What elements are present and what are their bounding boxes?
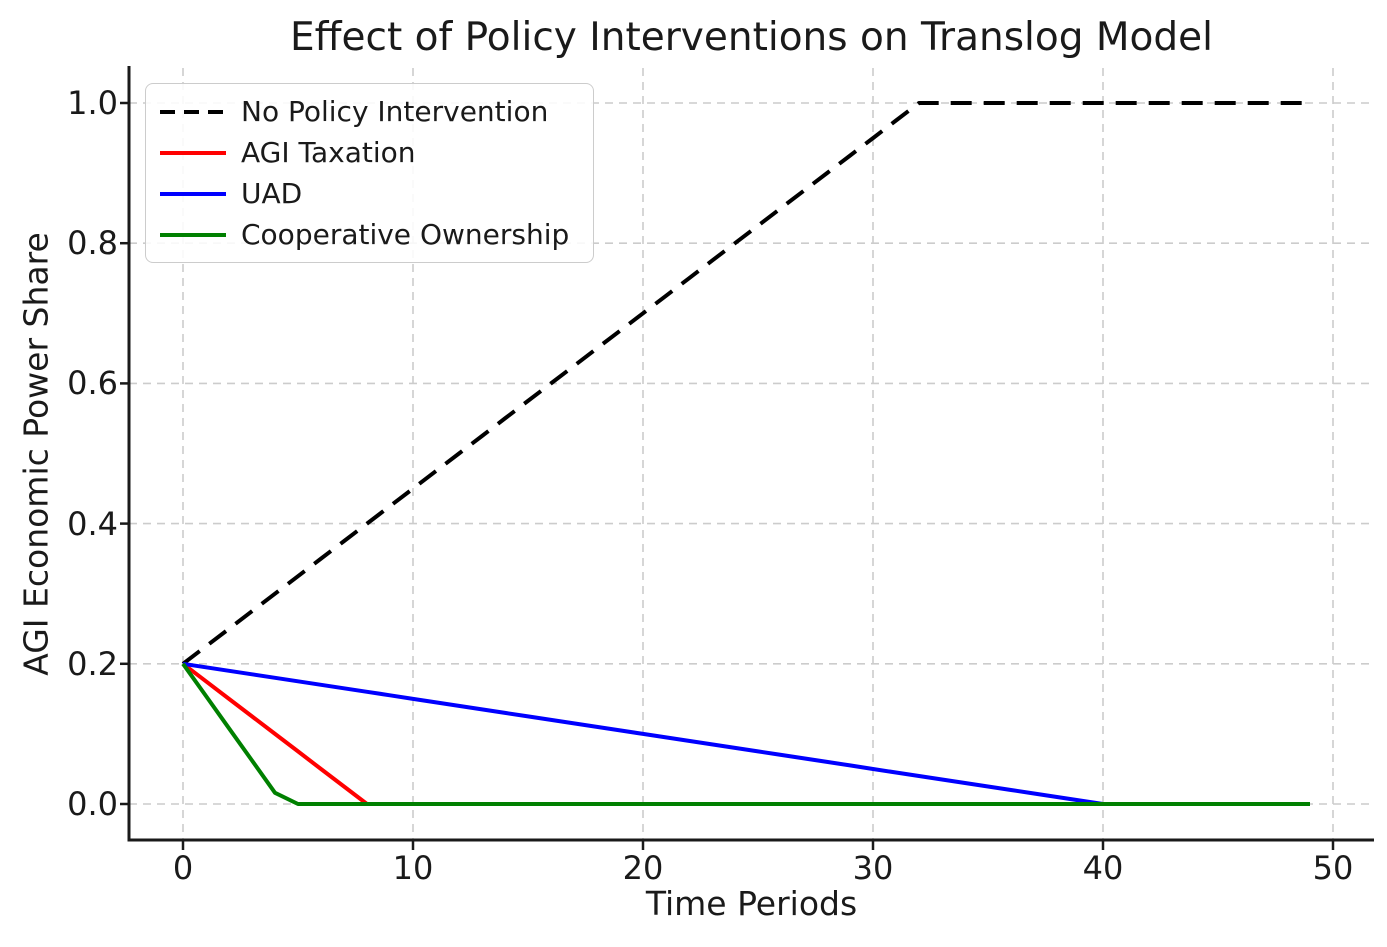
legend-label: No Policy Intervention <box>241 95 549 128</box>
legend-label: Cooperative Ownership <box>241 218 570 251</box>
y-tick-label: 0.8 <box>67 224 118 263</box>
legend-line-sample <box>160 150 226 155</box>
legend-label: AGI Taxation <box>241 136 416 169</box>
y-tick-label: 0.4 <box>67 504 118 543</box>
y-tick-label: 1.0 <box>67 84 118 122</box>
y-axis-label: AGI Economic Power Share <box>16 232 56 676</box>
series-line-agi-taxation <box>181 662 1310 806</box>
legend-item: No Policy Intervention <box>160 91 569 132</box>
x-tick-label: 50 <box>1312 849 1354 887</box>
legend-line-sample <box>160 191 226 196</box>
legend-line-sample <box>160 109 226 114</box>
y-tick-label: 0.2 <box>67 644 118 683</box>
legend: No Policy Intervention AGI Taxation UAD Coo… <box>145 83 595 263</box>
y-tick-label: 0.6 <box>67 364 118 403</box>
chart-title: Effect of Policy Interventions on Transl… <box>290 15 1213 60</box>
x-tick-label: 0 <box>172 849 194 887</box>
x-axis-label: Time Periods <box>645 884 858 923</box>
series-line-cooperative-ownership <box>181 662 1310 806</box>
x-tick-label: 10 <box>392 849 434 887</box>
legend-item: AGI Taxation <box>160 132 569 173</box>
x-tick-label: 30 <box>852 849 894 887</box>
legend-line-sample <box>160 232 226 237</box>
x-tick-label: 40 <box>1082 849 1124 887</box>
legend-item: Cooperative Ownership <box>160 214 569 255</box>
x-tick-label: 20 <box>622 849 664 887</box>
legend-item: UAD <box>160 173 569 214</box>
legend-label: UAD <box>241 177 303 210</box>
y-tick-label: 0.0 <box>67 785 118 823</box>
series-line-no-policy-intervention <box>181 101 1310 666</box>
series-line-uad <box>182 661 1310 806</box>
